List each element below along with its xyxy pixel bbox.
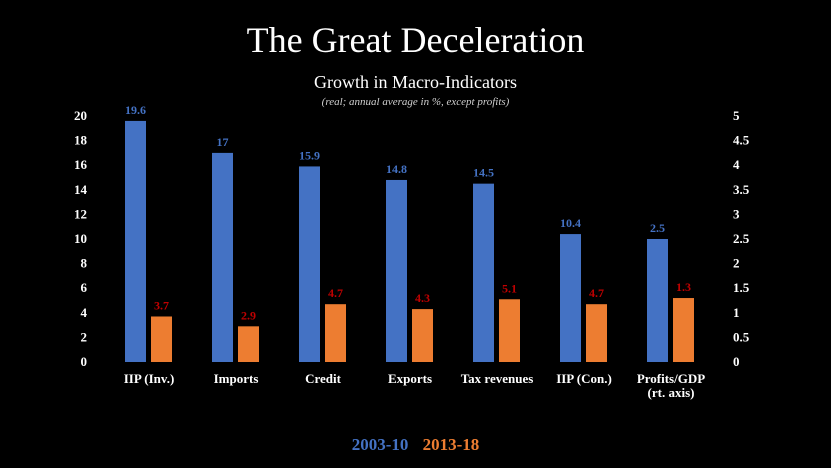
- data-label-series-2: 4.7: [328, 286, 343, 300]
- y-right-tick-label: 0.5: [733, 329, 750, 344]
- data-label-series-1: 2.5: [650, 221, 665, 235]
- bar-series-2: [586, 304, 607, 362]
- bar-series-2: [412, 309, 433, 362]
- y-left-tick-label: 16: [74, 157, 88, 172]
- y-left-tick-label: 2: [81, 329, 88, 344]
- data-label-series-2: 4.3: [415, 291, 430, 305]
- bar-series-1: [473, 183, 494, 362]
- y-left-tick-label: 6: [81, 280, 88, 295]
- bar-series-1: [212, 152, 233, 362]
- y-left-tick-label: 10: [74, 231, 87, 246]
- y-right-tick-label: 3.5: [733, 182, 750, 197]
- x-category-label: IIP (Con.): [556, 371, 612, 386]
- bar-series-1: [299, 166, 320, 362]
- bar-series-2: [151, 316, 172, 362]
- legend: 2003-10 2013-18: [0, 434, 831, 456]
- data-label-series-1: 14.5: [473, 166, 494, 180]
- x-category-label: Exports: [388, 371, 432, 386]
- y-right-tick-label: 1.5: [733, 280, 750, 295]
- bar-series-1: [647, 239, 668, 362]
- y-left-tick-label: 18: [74, 133, 88, 148]
- x-category-label: Imports: [214, 371, 259, 386]
- legend-item-series-2: 2013-18: [422, 435, 480, 454]
- x-category-label: IIP (Inv.): [124, 371, 175, 386]
- x-category-label: Credit: [305, 371, 342, 386]
- y-right-tick-label: 1: [733, 305, 740, 320]
- x-category-label: Profits/GDP: [637, 371, 705, 386]
- bar-series-1: [386, 179, 407, 362]
- chart-subtitle: Growth in Macro-Indicators: [314, 72, 517, 92]
- legend-item-series-1: 2003-10: [351, 435, 409, 454]
- bar-series-1: [560, 234, 581, 362]
- data-label-series-1: 19.6: [125, 103, 146, 117]
- y-right-tick-label: 4.5: [733, 133, 750, 148]
- bar-series-2: [325, 304, 346, 362]
- data-label-series-2: 5.1: [502, 281, 517, 295]
- data-label-series-1: 17: [217, 135, 229, 149]
- bar-series-2: [673, 298, 694, 362]
- y-right-tick-label: 4: [733, 157, 740, 172]
- y-right-tick-label: 2: [733, 256, 740, 271]
- bar-series-2: [499, 299, 520, 362]
- data-label-series-2: 1.3: [676, 280, 691, 294]
- y-left-tick-label: 0: [81, 354, 88, 369]
- y-right-tick-label: 3: [733, 206, 740, 221]
- y-left-tick-label: 20: [74, 108, 87, 123]
- data-label-series-1: 10.4: [560, 216, 581, 230]
- y-left-tick-label: 14: [74, 182, 88, 197]
- data-label-series-1: 14.8: [386, 162, 407, 176]
- chart-note: (real; annual average in %, except profi…: [321, 96, 510, 108]
- bar-series-1: [125, 120, 146, 362]
- data-label-series-2: 4.7: [589, 286, 604, 300]
- y-right-tick-label: 5: [733, 108, 740, 123]
- bar-series-2: [238, 326, 259, 362]
- data-label-series-1: 15.9: [299, 148, 320, 162]
- y-left-tick-label: 4: [81, 305, 88, 320]
- y-left-tick-label: 8: [81, 256, 88, 271]
- data-label-series-2: 3.7: [154, 298, 169, 312]
- data-label-series-2: 2.9: [241, 308, 256, 322]
- x-category-label: (rt. axis): [648, 385, 695, 400]
- y-right-tick-label: 0: [733, 354, 740, 369]
- x-category-label: Tax revenues: [461, 371, 534, 386]
- y-left-tick-label: 12: [74, 206, 87, 221]
- y-right-tick-label: 2.5: [733, 231, 750, 246]
- chart-title: The Great Deceleration: [246, 20, 585, 60]
